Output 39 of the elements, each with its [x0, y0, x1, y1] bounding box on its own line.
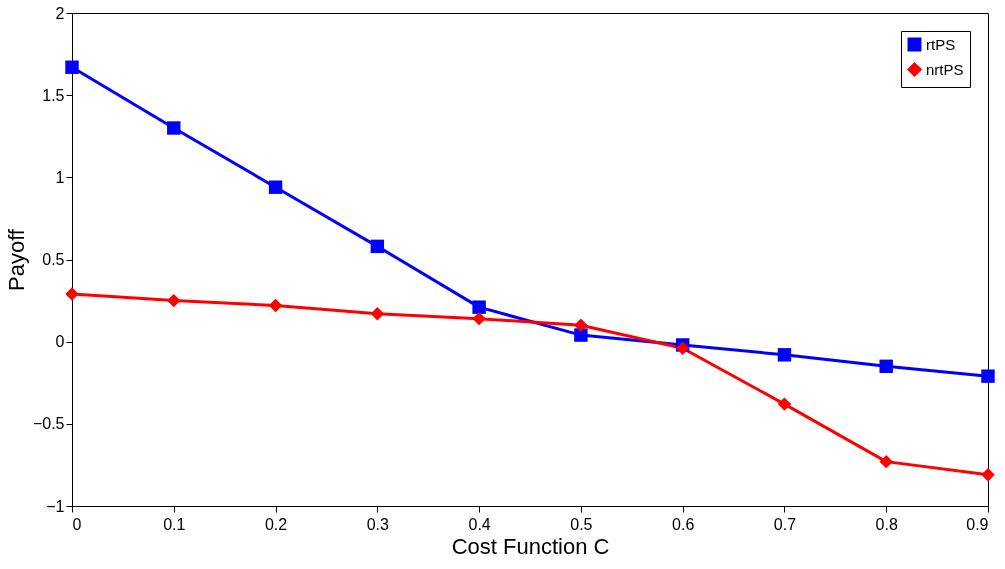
- y-tick-label: −0.5: [32, 415, 65, 433]
- point: [472, 300, 486, 314]
- point: [574, 318, 588, 332]
- x-tick-label: 0.1: [163, 515, 186, 533]
- y-tick-label: 2: [55, 4, 65, 22]
- point: [472, 311, 486, 326]
- point: [167, 293, 181, 308]
- y-axis-title: Payoff: [3, 228, 29, 291]
- point: [879, 454, 893, 469]
- point: [370, 307, 385, 321]
- point: [981, 369, 995, 383]
- point: [167, 121, 181, 135]
- point: [777, 348, 792, 362]
- y-tick-label: 1.5: [42, 86, 65, 104]
- y-tick-label: 0: [55, 333, 65, 351]
- point: [370, 239, 385, 254]
- x-tick-label: 0.8: [875, 515, 898, 533]
- x-tick-label: 0: [72, 515, 82, 533]
- x-tick-label: 0.2: [264, 515, 288, 533]
- x-tick-label: 0.5: [570, 515, 593, 533]
- x-axis-title: Cost Function C: [451, 533, 610, 559]
- legend-label: rtPS: [926, 35, 956, 53]
- point: [268, 298, 283, 313]
- x-tick-label: 0.7: [773, 515, 797, 533]
- legend-label: nrtPS: [926, 60, 964, 78]
- y-tick-label: 1: [55, 168, 65, 186]
- y-tick-label: −1: [46, 497, 65, 515]
- point: [574, 328, 588, 342]
- point: [879, 359, 893, 374]
- x-tick-label: 0.6: [672, 515, 695, 533]
- point: [777, 397, 792, 411]
- x-tick-label: 0.4: [468, 515, 491, 533]
- point: [268, 180, 283, 194]
- x-tick-label: 0.3: [366, 515, 390, 533]
- x-tick-label: 0.9: [966, 515, 989, 533]
- y-tick-label: 0.5: [42, 251, 65, 268]
- point: [981, 468, 995, 482]
- point: [65, 60, 79, 74]
- point: [65, 287, 79, 301]
